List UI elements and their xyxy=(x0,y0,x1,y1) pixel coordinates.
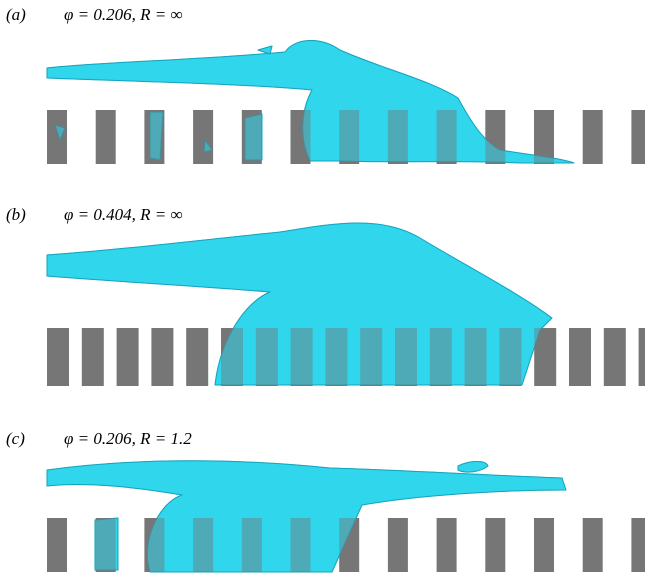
isosurface xyxy=(46,39,575,164)
pillar xyxy=(116,328,139,386)
panel-label: (a) xyxy=(6,5,26,24)
pillar xyxy=(638,328,645,386)
panel-label: (c) xyxy=(6,429,25,448)
pillar xyxy=(151,328,174,386)
isosurface xyxy=(46,222,553,386)
pillar xyxy=(47,110,67,164)
isosurface xyxy=(46,460,567,573)
isosurface xyxy=(94,461,489,571)
pillar xyxy=(569,328,591,386)
pillar xyxy=(631,518,645,572)
pillar xyxy=(534,518,554,572)
pillar xyxy=(436,518,457,572)
pillar xyxy=(47,518,67,572)
pillar xyxy=(534,328,557,386)
panel-caption: φ = 0.404, R = ∞ xyxy=(64,205,183,224)
panel-caption: φ = 0.206, R = 1.2 xyxy=(64,429,192,448)
isosurface xyxy=(54,45,273,161)
pillar xyxy=(485,518,506,572)
pillar xyxy=(193,110,214,164)
pillar xyxy=(81,328,104,386)
pillar xyxy=(186,328,209,386)
panel-label: (b) xyxy=(6,205,26,224)
pillar xyxy=(603,328,626,386)
pillar xyxy=(387,518,408,572)
panel-caption: φ = 0.206, R = ∞ xyxy=(64,5,183,24)
pillar xyxy=(631,110,645,164)
pillar xyxy=(534,110,554,164)
pillar xyxy=(95,110,116,164)
pillar xyxy=(47,328,69,386)
pillar xyxy=(582,518,603,572)
pillar xyxy=(582,110,603,164)
